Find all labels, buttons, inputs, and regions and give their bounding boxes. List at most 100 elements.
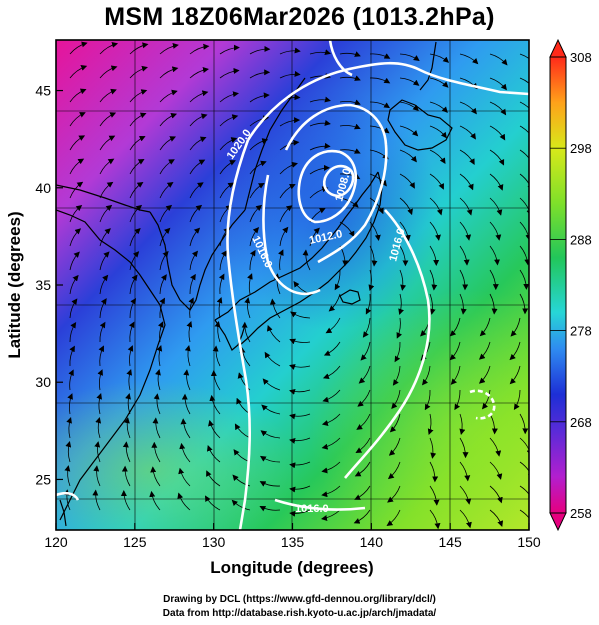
- streamline-arrow: [279, 161, 298, 175]
- y-tick-label: 35: [35, 277, 51, 293]
- streamline-arrow: [339, 148, 361, 154]
- streamline-arrow: [129, 297, 137, 319]
- streamline-arrow: [249, 183, 265, 199]
- streamline-arrow: [399, 125, 419, 137]
- colorbar-tick-label: 298: [570, 141, 592, 156]
- streamline-arrow: [219, 114, 239, 127]
- streamline-arrow: [279, 183, 296, 199]
- streamline-arrow: [479, 317, 491, 337]
- streamline-arrow: [96, 393, 103, 415]
- streamline-arrow: [309, 119, 331, 127]
- streamline-arrow: [489, 437, 502, 457]
- streamline-arrow: [429, 125, 447, 139]
- streamline-arrow: [244, 297, 251, 319]
- streamline-arrow: [358, 365, 371, 384]
- streamline-arrow: [450, 365, 461, 385]
- streamline-arrow: [321, 461, 341, 474]
- streamline-arrow: [459, 53, 479, 65]
- streamline-arrow: [399, 149, 417, 163]
- streamline-arrow: [206, 470, 221, 487]
- streamline-arrow: [399, 77, 420, 86]
- streamline-arrow: [123, 417, 131, 439]
- streamline-arrow: [279, 117, 301, 127]
- streamline-arrow: [321, 485, 341, 498]
- streamline-arrow: [513, 389, 521, 411]
- streamline-arrow: [219, 44, 240, 55]
- streamline-arrow: [429, 221, 441, 241]
- isobar-1016-inner: [262, 174, 321, 296]
- credit-data-source: Data from http://database.rish.kyoto-u.a…: [162, 608, 437, 619]
- shikoku-coast: [339, 289, 361, 305]
- streamline-arrow: [249, 45, 271, 55]
- streamline-arrow: [129, 112, 147, 127]
- streamline-arrow: [323, 341, 341, 356]
- streamline-arrow: [389, 413, 401, 433]
- colorbar-bottom-arrow: [549, 512, 567, 532]
- streamline-arrow: [129, 228, 141, 247]
- streamline-arrow: [69, 321, 77, 343]
- streamline-arrow: [183, 369, 191, 391]
- streamline-arrow: [189, 90, 209, 103]
- streamline-arrow: [321, 437, 341, 450]
- isobar-1020-north: [246, 61, 529, 141]
- streamline-arrow: [454, 389, 461, 411]
- streamline-arrow: [289, 509, 311, 517]
- streamline-arrow: [429, 77, 449, 88]
- streamline-arrow: [519, 269, 529, 290]
- streamline-arrow: [369, 173, 387, 187]
- x-tick-label: 130: [202, 534, 226, 550]
- streamline-arrow: [459, 173, 474, 191]
- colorbar-ticks: 258 268 278 288 298 308: [550, 50, 592, 521]
- sakhalin-coast: [419, 41, 437, 91]
- streamline-arrow: [65, 441, 72, 463]
- streamline-arrow: [279, 47, 301, 55]
- streamline-arrow: [481, 389, 491, 410]
- y-tick-label: 40: [35, 180, 51, 196]
- streamline-arrow: [120, 490, 131, 511]
- streamline-arrow: [181, 393, 191, 415]
- streamline-arrow: [421, 365, 431, 386]
- streamline-arrow: [99, 321, 106, 343]
- streamline-arrow: [99, 181, 114, 199]
- streamline-arrow: [180, 418, 191, 439]
- streamline-arrow: [189, 227, 201, 247]
- contour-label-1016-south: 1016.0: [295, 503, 329, 515]
- streamline-arrow: [369, 53, 391, 59]
- streamline-arrow: [66, 417, 72, 439]
- streamline-arrow: [459, 269, 469, 291]
- streamline-arrow: [68, 369, 74, 391]
- streamline-arrow: [369, 197, 384, 215]
- streamline-arrow: [429, 245, 440, 266]
- streamline-arrow: [289, 364, 311, 370]
- streamline-arrow: [519, 461, 529, 479]
- streamline-arrow: [260, 430, 281, 439]
- streamline-arrow: [369, 77, 391, 84]
- x-tick-label: 140: [360, 534, 384, 550]
- streamline-arrow: [99, 204, 113, 223]
- streamline-arrow: [99, 88, 117, 103]
- streamline-arrow: [249, 204, 263, 223]
- streamline-arrow: [99, 158, 115, 175]
- streamline-arrow: [159, 43, 179, 55]
- streamline-arrow: [449, 341, 461, 361]
- honshu-west-coast: [214, 171, 379, 321]
- streamline-arrow: [427, 413, 434, 435]
- x-tick-label: 120: [44, 534, 68, 550]
- streamline-arrow: [339, 99, 361, 105]
- x-tick-label: 135: [281, 534, 305, 550]
- streamline-arrow: [184, 345, 191, 367]
- colorbar-scale: [549, 56, 567, 514]
- streamline-arrow: [97, 369, 103, 391]
- streamline-arrow: [129, 251, 140, 271]
- streamline-arrow: [321, 509, 341, 521]
- streamline-arrow: [219, 182, 235, 199]
- streamline-arrow: [289, 338, 311, 345]
- streamline-arrow: [399, 245, 409, 267]
- streamline-arrow: [394, 341, 401, 363]
- streamline-arrow: [249, 249, 256, 271]
- streamline-arrow: [273, 273, 281, 295]
- streamline-arrow: [510, 317, 521, 337]
- streamline-arrow: [69, 65, 88, 79]
- y-axis-ticks: 25 30 35 40 45: [35, 83, 63, 487]
- streamline-arrow: [309, 164, 330, 175]
